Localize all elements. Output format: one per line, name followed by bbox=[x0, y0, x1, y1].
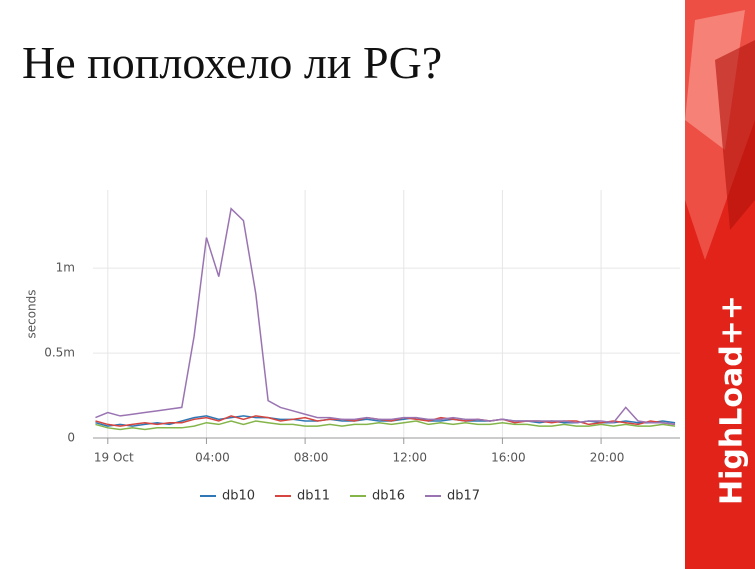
series-line bbox=[95, 420, 676, 431]
x-tick-label: 12:00 bbox=[392, 451, 427, 465]
x-tick-label: 16:00 bbox=[491, 451, 526, 465]
x-tick-label: 19 Oct bbox=[94, 451, 134, 465]
series-line bbox=[95, 415, 676, 427]
y-tick-label: 0.5m bbox=[44, 346, 75, 360]
x-tick-label: 08:00 bbox=[294, 451, 329, 465]
legend-label: db10 bbox=[222, 489, 255, 504]
x-tick-label: 20:00 bbox=[590, 451, 625, 465]
y-axis-label: seconds bbox=[25, 289, 39, 338]
brand-strip: HighLoad++ bbox=[685, 0, 755, 569]
x-tick-label: 04:00 bbox=[195, 451, 230, 465]
legend-label: db11 bbox=[297, 489, 330, 504]
brand-text: HighLoad++ bbox=[715, 295, 750, 505]
y-tick-label: 0 bbox=[67, 431, 75, 445]
chart: 0 0.5m 1m 19 Oct 04:00 08:00 12:00 16:00 20:00 se… bbox=[25, 190, 680, 504]
series-line bbox=[95, 207, 676, 426]
legend-label: db16 bbox=[372, 489, 405, 504]
y-tick-label: 1m bbox=[56, 261, 75, 275]
slide-title: Не поплохело ли PG? bbox=[22, 37, 443, 88]
legend-label: db17 bbox=[447, 489, 480, 504]
